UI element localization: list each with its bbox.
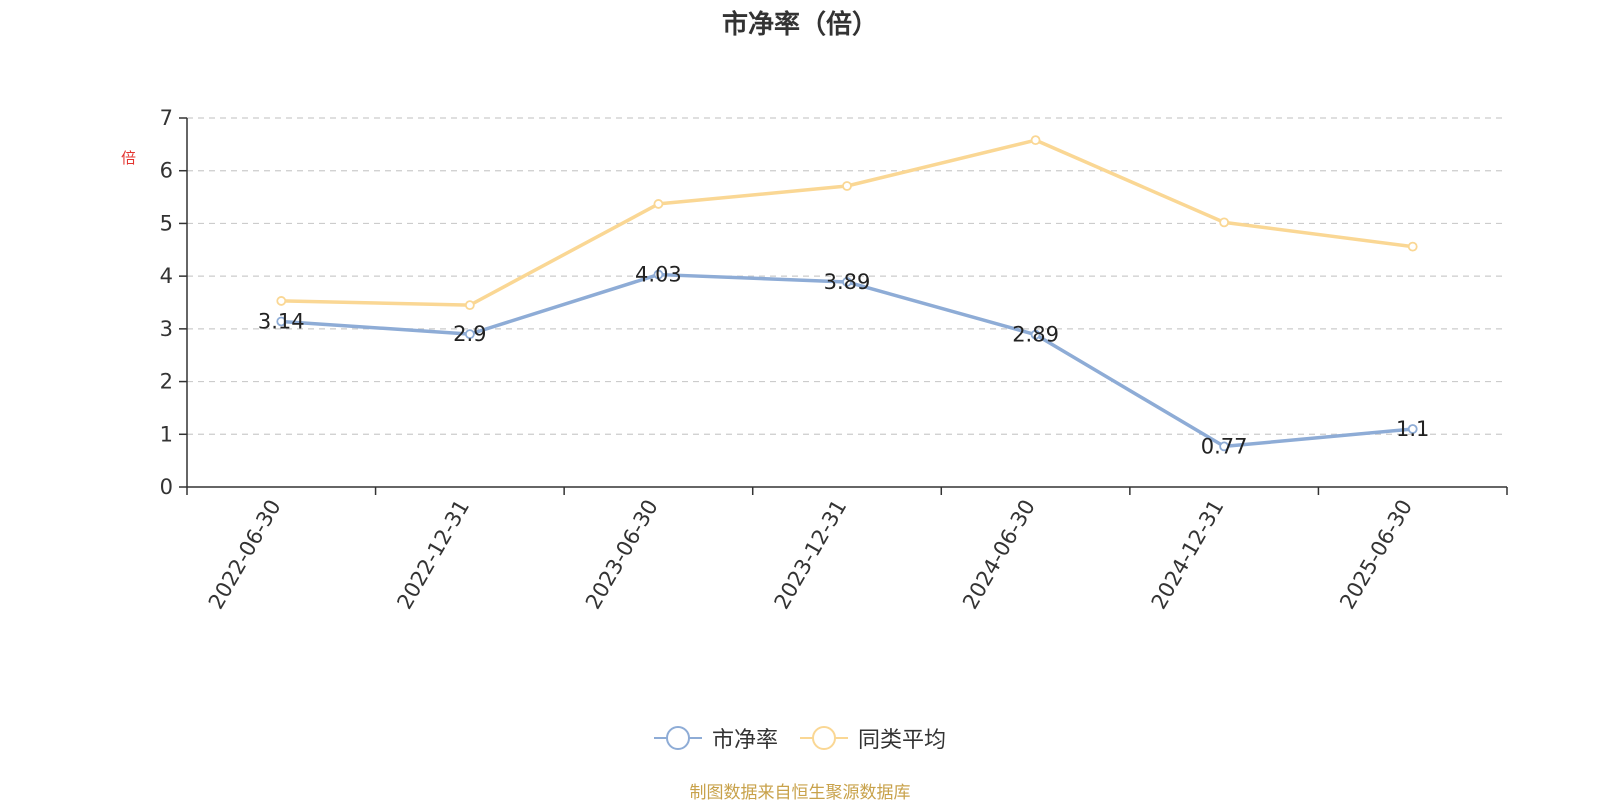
legend-label-peer-average: 同类平均: [858, 728, 947, 753]
x-tick-label-2022-12-31: 2022-12-31: [392, 496, 474, 614]
legend: 市净率 同类平均: [0, 722, 1600, 754]
y-axis-unit: 倍: [119, 150, 137, 165]
series-0-point-0: [276, 316, 287, 327]
y-tick-label-0: 0: [160, 475, 173, 499]
data-label-4: 2.89: [1012, 323, 1059, 347]
y-tick-label-6: 6: [160, 159, 173, 183]
series-1-point-0: [276, 296, 287, 306]
legend-item-peer-average[interactable]: 同类平均: [800, 722, 946, 754]
y-tick-label-1: 1: [160, 422, 173, 446]
x-tick-label-2023-12-31: 2023-12-31: [770, 496, 852, 614]
data-label-1: 2.9: [453, 322, 486, 346]
y-tick-label-4: 4: [160, 264, 173, 288]
x-tick-label-2024-06-30: 2024-06-30: [958, 496, 1040, 614]
legend-item-pb[interactable]: 市净率: [653, 722, 778, 754]
y-tick-label-7: 7: [160, 106, 173, 130]
series-0-point-3: [842, 277, 852, 287]
chart-title: 市净率（倍）: [721, 10, 878, 40]
x-tick-label-2023-06-30: 2023-06-30: [581, 496, 663, 614]
legend-swatch-peer-average: [800, 725, 848, 751]
y-tick-label-2: 2: [160, 370, 173, 394]
series-1-point-3: [842, 181, 852, 191]
x-tick-label-2022-06-30: 2022-06-30: [204, 496, 286, 614]
series-0-point-2: [653, 269, 664, 280]
data-label-5: 0.77: [1201, 434, 1248, 458]
series-0-point-6: [1407, 424, 1418, 434]
series-1-point-5: [1219, 217, 1230, 228]
source-note: 制图数据来自恒生聚源数据库: [689, 783, 911, 800]
data-label-0: 3.14: [258, 309, 305, 333]
series-1-point-1: [464, 300, 475, 311]
series-0-point-4: [1030, 329, 1041, 340]
series-1-point-6: [1407, 241, 1418, 252]
y-tick-label-5: 5: [160, 211, 173, 235]
data-label-3: 3.89: [824, 270, 871, 294]
x-tick-label-2025-06-30: 2025-06-30: [1335, 496, 1417, 614]
series-0-point-5: [1219, 441, 1230, 452]
series-0-point-1: [464, 329, 475, 340]
series-1-point-2: [653, 199, 664, 209]
y-tick-label-3: 3: [160, 317, 173, 341]
series-line-0: [281, 272, 1413, 449]
series-1-point-4: [1030, 135, 1041, 146]
data-label-6: 1.1: [1396, 417, 1429, 441]
legend-swatch-pb: [653, 725, 702, 751]
legend-label-pb: 市净率: [711, 728, 778, 753]
x-tick-label-2024-12-31: 2024-12-31: [1147, 496, 1229, 614]
data-label-2: 4.03: [635, 263, 682, 287]
